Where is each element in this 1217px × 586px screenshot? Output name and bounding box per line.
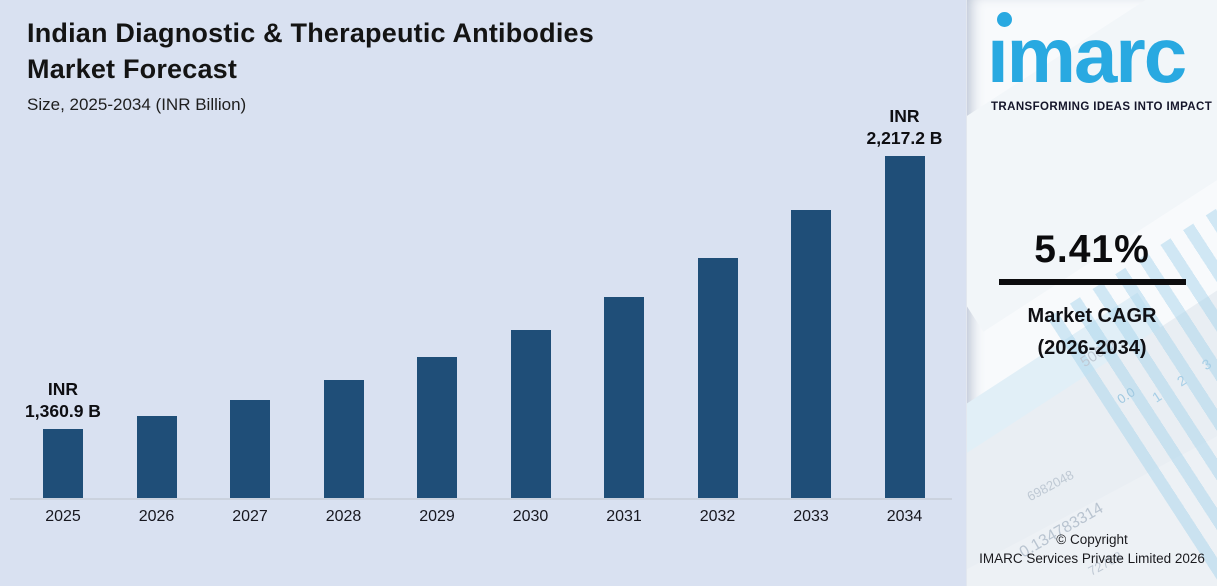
bar-2026 bbox=[136, 416, 177, 498]
chart-panel: Indian Diagnostic & Therapeutic Antibodi… bbox=[10, 16, 952, 525]
chart-header: Indian Diagnostic & Therapeutic Antibodi… bbox=[27, 16, 594, 115]
bar-2025 bbox=[43, 429, 83, 498]
bar-2033 bbox=[791, 210, 831, 498]
copyright-line2: IMARC Services Private Limited 2026 bbox=[979, 551, 1205, 567]
x-tick-2029: 2029 bbox=[419, 508, 455, 525]
cagr-label-line2: (2026-2034) bbox=[1037, 337, 1147, 359]
bar-2028 bbox=[323, 380, 364, 498]
x-tick-2033: 2033 bbox=[793, 508, 829, 525]
first-bar-value-label: INR 1,360.9 B bbox=[25, 378, 101, 422]
page-title-line1: Indian Diagnostic & Therapeutic Antibodi… bbox=[27, 18, 594, 48]
bar-2034 bbox=[884, 156, 925, 498]
imarc-tagline: TRANSFORMING IDEAS INTO IMPACT bbox=[991, 101, 1213, 113]
x-tick-2026: 2026 bbox=[138, 508, 175, 525]
cagr-label: Market CAGR (2026-2034) bbox=[967, 300, 1217, 364]
watermark-number: 0.0 bbox=[1114, 384, 1138, 407]
x-tick-2030: 2030 bbox=[512, 508, 549, 525]
chart-subtitle: Size, 2025-2034 (INR Billion) bbox=[27, 94, 247, 114]
x-tick-2027: 2027 bbox=[232, 508, 268, 525]
imarc-logo-text: ımarc bbox=[987, 11, 1187, 99]
copyright: © Copyright IMARC Services Private Limit… bbox=[967, 530, 1217, 569]
page-title: Indian Diagnostic & Therapeutic Antibodi… bbox=[27, 16, 594, 88]
bar-2031 bbox=[604, 297, 644, 498]
cagr-underline bbox=[998, 279, 1186, 285]
x-tick-2028: 2028 bbox=[325, 508, 362, 525]
bar-2029 bbox=[417, 357, 457, 498]
branding-panel: 500.0 0.0 1 2 3 4 6982048 0.134783314 72… bbox=[966, 0, 1217, 586]
x-tick-2031: 2031 bbox=[606, 508, 642, 525]
cagr-value: 5.41% bbox=[1034, 228, 1150, 271]
x-tick-2032: 2032 bbox=[699, 508, 736, 525]
x-tick-2025: 2025 bbox=[45, 508, 81, 525]
copyright-line1: © Copyright bbox=[1056, 531, 1128, 547]
bar-2027 bbox=[230, 400, 270, 498]
last-bar-value-label: INR 2,217.2 B bbox=[866, 105, 943, 149]
cagr-label-line1: Market CAGR bbox=[1027, 305, 1157, 327]
watermark-number: 6982048 bbox=[1024, 466, 1077, 505]
x-axis-line bbox=[10, 498, 952, 500]
bar-chart: 2025 2026 2027 2028 2029 2030 2031 2032 2033 2034… bbox=[10, 106, 952, 525]
bar-2032 bbox=[697, 258, 738, 498]
page-title-line2: Market Forecast bbox=[27, 53, 238, 84]
cagr-callout: 5.41% Market CAGR (2026-2034) bbox=[967, 228, 1217, 364]
x-tick-2034: 2034 bbox=[886, 508, 923, 525]
bar-2030 bbox=[510, 330, 551, 498]
